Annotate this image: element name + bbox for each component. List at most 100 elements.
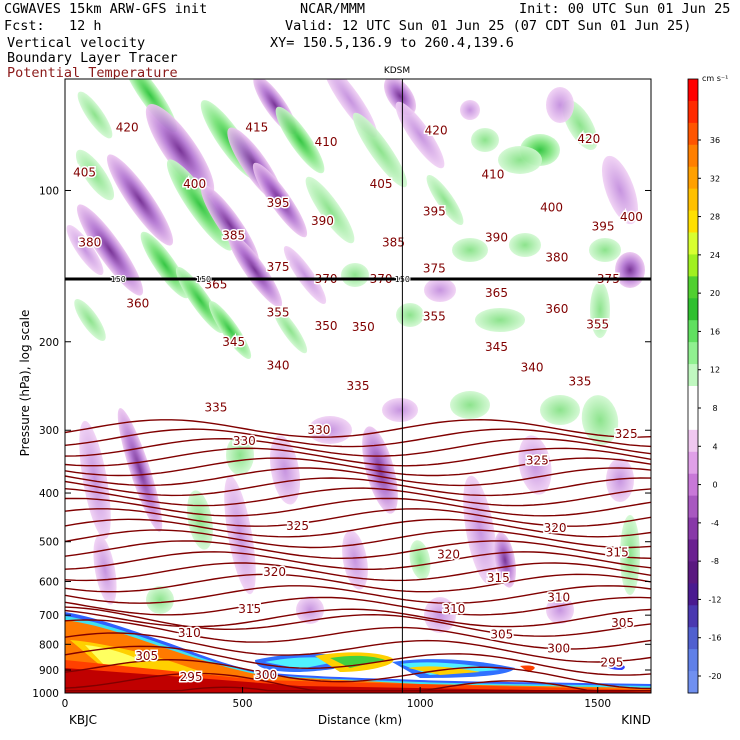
x-tick-label: 1500 [584, 698, 611, 710]
init-time: Init: 00 UTC Sun 01 Jun 25 [519, 1, 731, 17]
theta-label: 420 [116, 121, 139, 135]
theta-label: 315 [487, 571, 510, 585]
theta-label: 335 [569, 375, 592, 389]
colorbar-label: 0 [712, 481, 717, 490]
y-tick-label: 700 [39, 610, 59, 622]
theta-label: 330 [233, 434, 256, 448]
theta-label: 385 [382, 236, 405, 250]
theta-label: 335 [347, 379, 370, 393]
theta-label: 380 [78, 236, 101, 250]
theta-label: 400 [183, 177, 206, 191]
colorbar-label: 28 [710, 213, 720, 222]
y-tick-label: 600 [39, 577, 59, 589]
colorbar-label: 12 [710, 366, 720, 375]
theta-label: 345 [485, 340, 508, 354]
colorbar-label: -12 [708, 595, 721, 604]
y-tick-label: 1000 [32, 688, 59, 700]
theta-label: 300 [547, 641, 570, 655]
theta-label: 310 [547, 590, 570, 604]
theta-label: 390 [485, 230, 508, 244]
theta-label: 295 [600, 656, 623, 670]
theta-label: 305 [611, 616, 634, 630]
theta-label: 330 [307, 423, 330, 437]
y-tick-label: 200 [39, 337, 59, 349]
colorbar-label: 4 [712, 442, 717, 451]
colorbar-unit: cm s⁻¹ [702, 74, 729, 83]
theta-label: 325 [526, 454, 549, 468]
theta-label: 355 [423, 309, 446, 323]
theta-label: 405 [370, 177, 393, 191]
theta-label: 410 [315, 135, 338, 149]
field-vertical-velocity: Vertical velocity [7, 35, 146, 51]
y-axis-label: Pressure (hPa), log scale [18, 309, 32, 457]
model-title: CGWAVES 15km ARW-GFS init [4, 1, 208, 17]
colorbar-label: 20 [710, 289, 720, 298]
right-station-label: KIND [621, 713, 651, 727]
tropopause-label: 150 [196, 275, 211, 284]
theta-label: 400 [540, 200, 563, 214]
theta-label: 360 [126, 297, 149, 311]
colorbar-label: -8 [711, 557, 719, 566]
theta-label: 345 [222, 335, 245, 349]
theta-label: 340 [267, 359, 290, 373]
theta-label: 295 [180, 670, 203, 684]
x-tick-label: 0 [62, 698, 69, 710]
theta-label: 320 [437, 547, 460, 561]
tropopause-label: 150 [111, 275, 126, 284]
theta-label: 355 [586, 318, 609, 332]
theta-label: 325 [615, 427, 638, 441]
theta-label: 415 [245, 121, 268, 135]
potential-temperature-contours: 420 415 410 420 420 405 400 395 405 410 400 390 395 3… [65, 79, 651, 693]
forecast-hour: Fcst: 12 h [4, 18, 102, 34]
x-axis-label: Distance (km) [317, 713, 403, 727]
theta-label: 315 [238, 602, 261, 616]
colorbar-label: 36 [710, 136, 720, 145]
colorbar-label: -4 [711, 519, 719, 528]
valid-time: Valid: 12 UTC Sun 01 Jun 25 (07 CDT Sun … [285, 18, 692, 34]
theta-label: 365 [485, 286, 508, 300]
cross-section-endpoints: XY= 150.5,136.9 to 260.4,139.6 [270, 35, 514, 51]
theta-label: 320 [263, 565, 286, 579]
left-station-label: KBJC [68, 713, 98, 727]
theta-label: 355 [267, 306, 290, 320]
theta-label: 350 [315, 319, 338, 333]
theta-label: 325 [286, 519, 309, 533]
theta-label: 400 [620, 210, 643, 224]
vertical-velocity-field [66, 79, 645, 633]
theta-label: 375 [267, 260, 290, 274]
theta-label: 305 [490, 628, 513, 642]
y-tick-label: 100 [39, 185, 59, 197]
field-boundary-layer-tracer: Boundary Layer Tracer [7, 50, 178, 66]
theta-label: 335 [204, 400, 227, 414]
colorbar-label: 8 [712, 404, 717, 413]
theta-label: 390 [311, 214, 334, 228]
theta-label: 305 [135, 649, 158, 663]
theta-label: 320 [544, 521, 567, 535]
theta-label: 315 [606, 545, 629, 559]
x-tick-label: 1000 [407, 698, 434, 710]
y-tick-label: 900 [39, 665, 59, 677]
theta-label: 420 [577, 132, 600, 146]
org-label: NCAR/MMM [300, 1, 366, 17]
theta-label: 410 [482, 168, 505, 182]
theta-label: 340 [521, 360, 544, 374]
theta-label: 385 [222, 229, 245, 243]
y-tick-label: 500 [39, 537, 59, 549]
theta-label: 395 [592, 220, 615, 234]
y-tick-label: 800 [39, 639, 59, 651]
theta-label: 350 [352, 320, 375, 334]
mid-station-label: KDSM [383, 66, 411, 76]
colorbar-label: -20 [708, 672, 721, 681]
y-tick-label: 300 [39, 425, 59, 437]
plot-frame [64, 78, 652, 694]
theta-label: 375 [423, 262, 446, 276]
y-tick-label: 400 [39, 488, 59, 500]
colorbar: 36 32 28 24 20 16 12 8 4 0 -4 -8 -12 -16 -20 [687, 78, 722, 694]
theta-label: 310 [178, 626, 201, 640]
colorbar-label: 16 [710, 327, 720, 336]
field-potential-temperature: Potential Temperature [7, 65, 178, 81]
theta-label: 360 [545, 302, 568, 316]
theta-label: 310 [442, 602, 465, 616]
